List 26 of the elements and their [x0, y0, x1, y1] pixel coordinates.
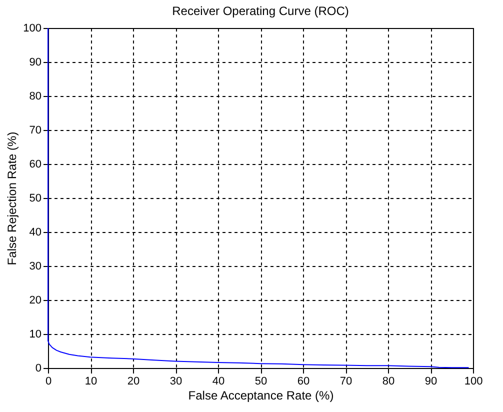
y-tick-label: 60: [29, 158, 42, 170]
y-tick-label: 0: [35, 362, 42, 374]
line-series: [48, 28, 470, 368]
x-tick-label: 80: [382, 376, 395, 388]
y-tick-label: 10: [29, 328, 42, 340]
x-tick-label: 0: [45, 376, 52, 388]
y-tick-label: 70: [29, 124, 42, 136]
y-tick-label: 30: [29, 260, 42, 272]
x-tick-label: 60: [297, 376, 310, 388]
y-tick-label: 20: [29, 294, 42, 306]
x-tick-label: 10: [84, 376, 98, 388]
y-axis-title: False Rejection Rate (%): [5, 132, 20, 266]
y-tick-label: 90: [29, 56, 42, 68]
x-tick-label: 100: [464, 376, 483, 388]
x-tick-label: 30: [170, 376, 182, 388]
x-tick-label: 90: [424, 376, 438, 388]
y-tick-label: 80: [29, 90, 42, 102]
x-tick-label: 40: [212, 376, 225, 388]
y-tick-label: 50: [29, 192, 42, 204]
y-tick-label: 100: [23, 22, 42, 34]
chart-title: Receiver Operating Curve (ROC): [172, 4, 349, 18]
y-tick-label: 40: [29, 226, 42, 238]
x-axis-title: False Acceptance Rate (%): [188, 388, 334, 402]
x-tick-label: 20: [127, 376, 140, 388]
x-tick-label: 50: [254, 376, 268, 388]
x-tick-label: 70: [340, 376, 352, 388]
